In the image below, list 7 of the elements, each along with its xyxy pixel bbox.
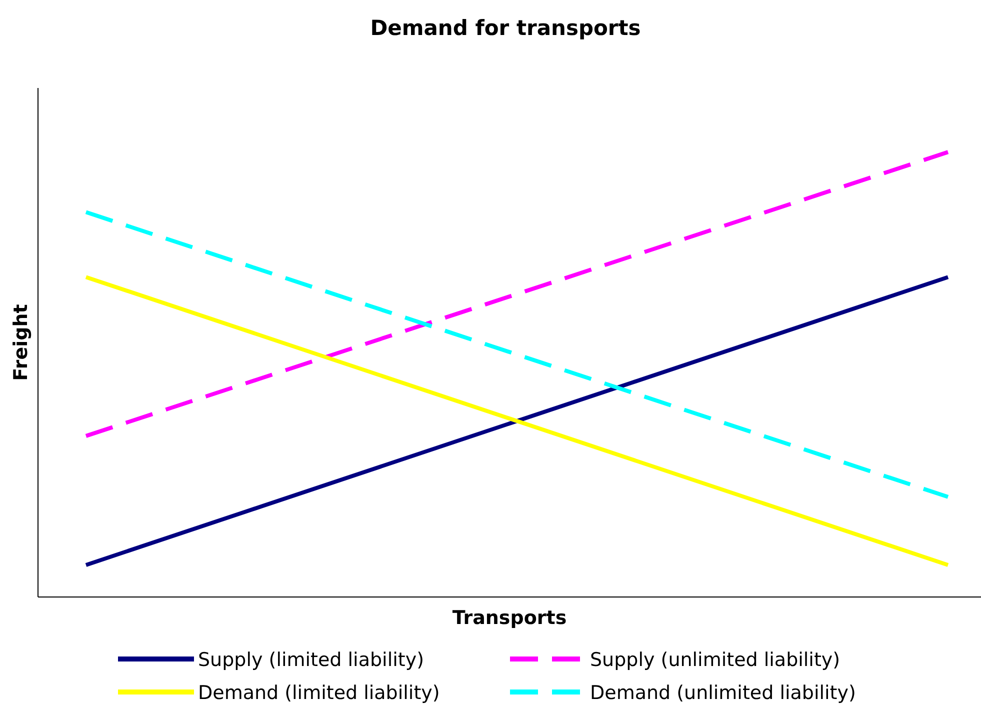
- legend-label: Supply (unlimited liability): [590, 649, 840, 671]
- legend-label: Supply (limited liability): [198, 649, 424, 671]
- legend-label: Demand (unlimited liability): [590, 682, 856, 704]
- y-axis-title: Freight: [10, 304, 32, 381]
- legend-label: Demand (limited liability): [198, 682, 440, 704]
- x-axis-title: Transports: [452, 607, 567, 629]
- chart-title: Demand for transports: [370, 16, 641, 40]
